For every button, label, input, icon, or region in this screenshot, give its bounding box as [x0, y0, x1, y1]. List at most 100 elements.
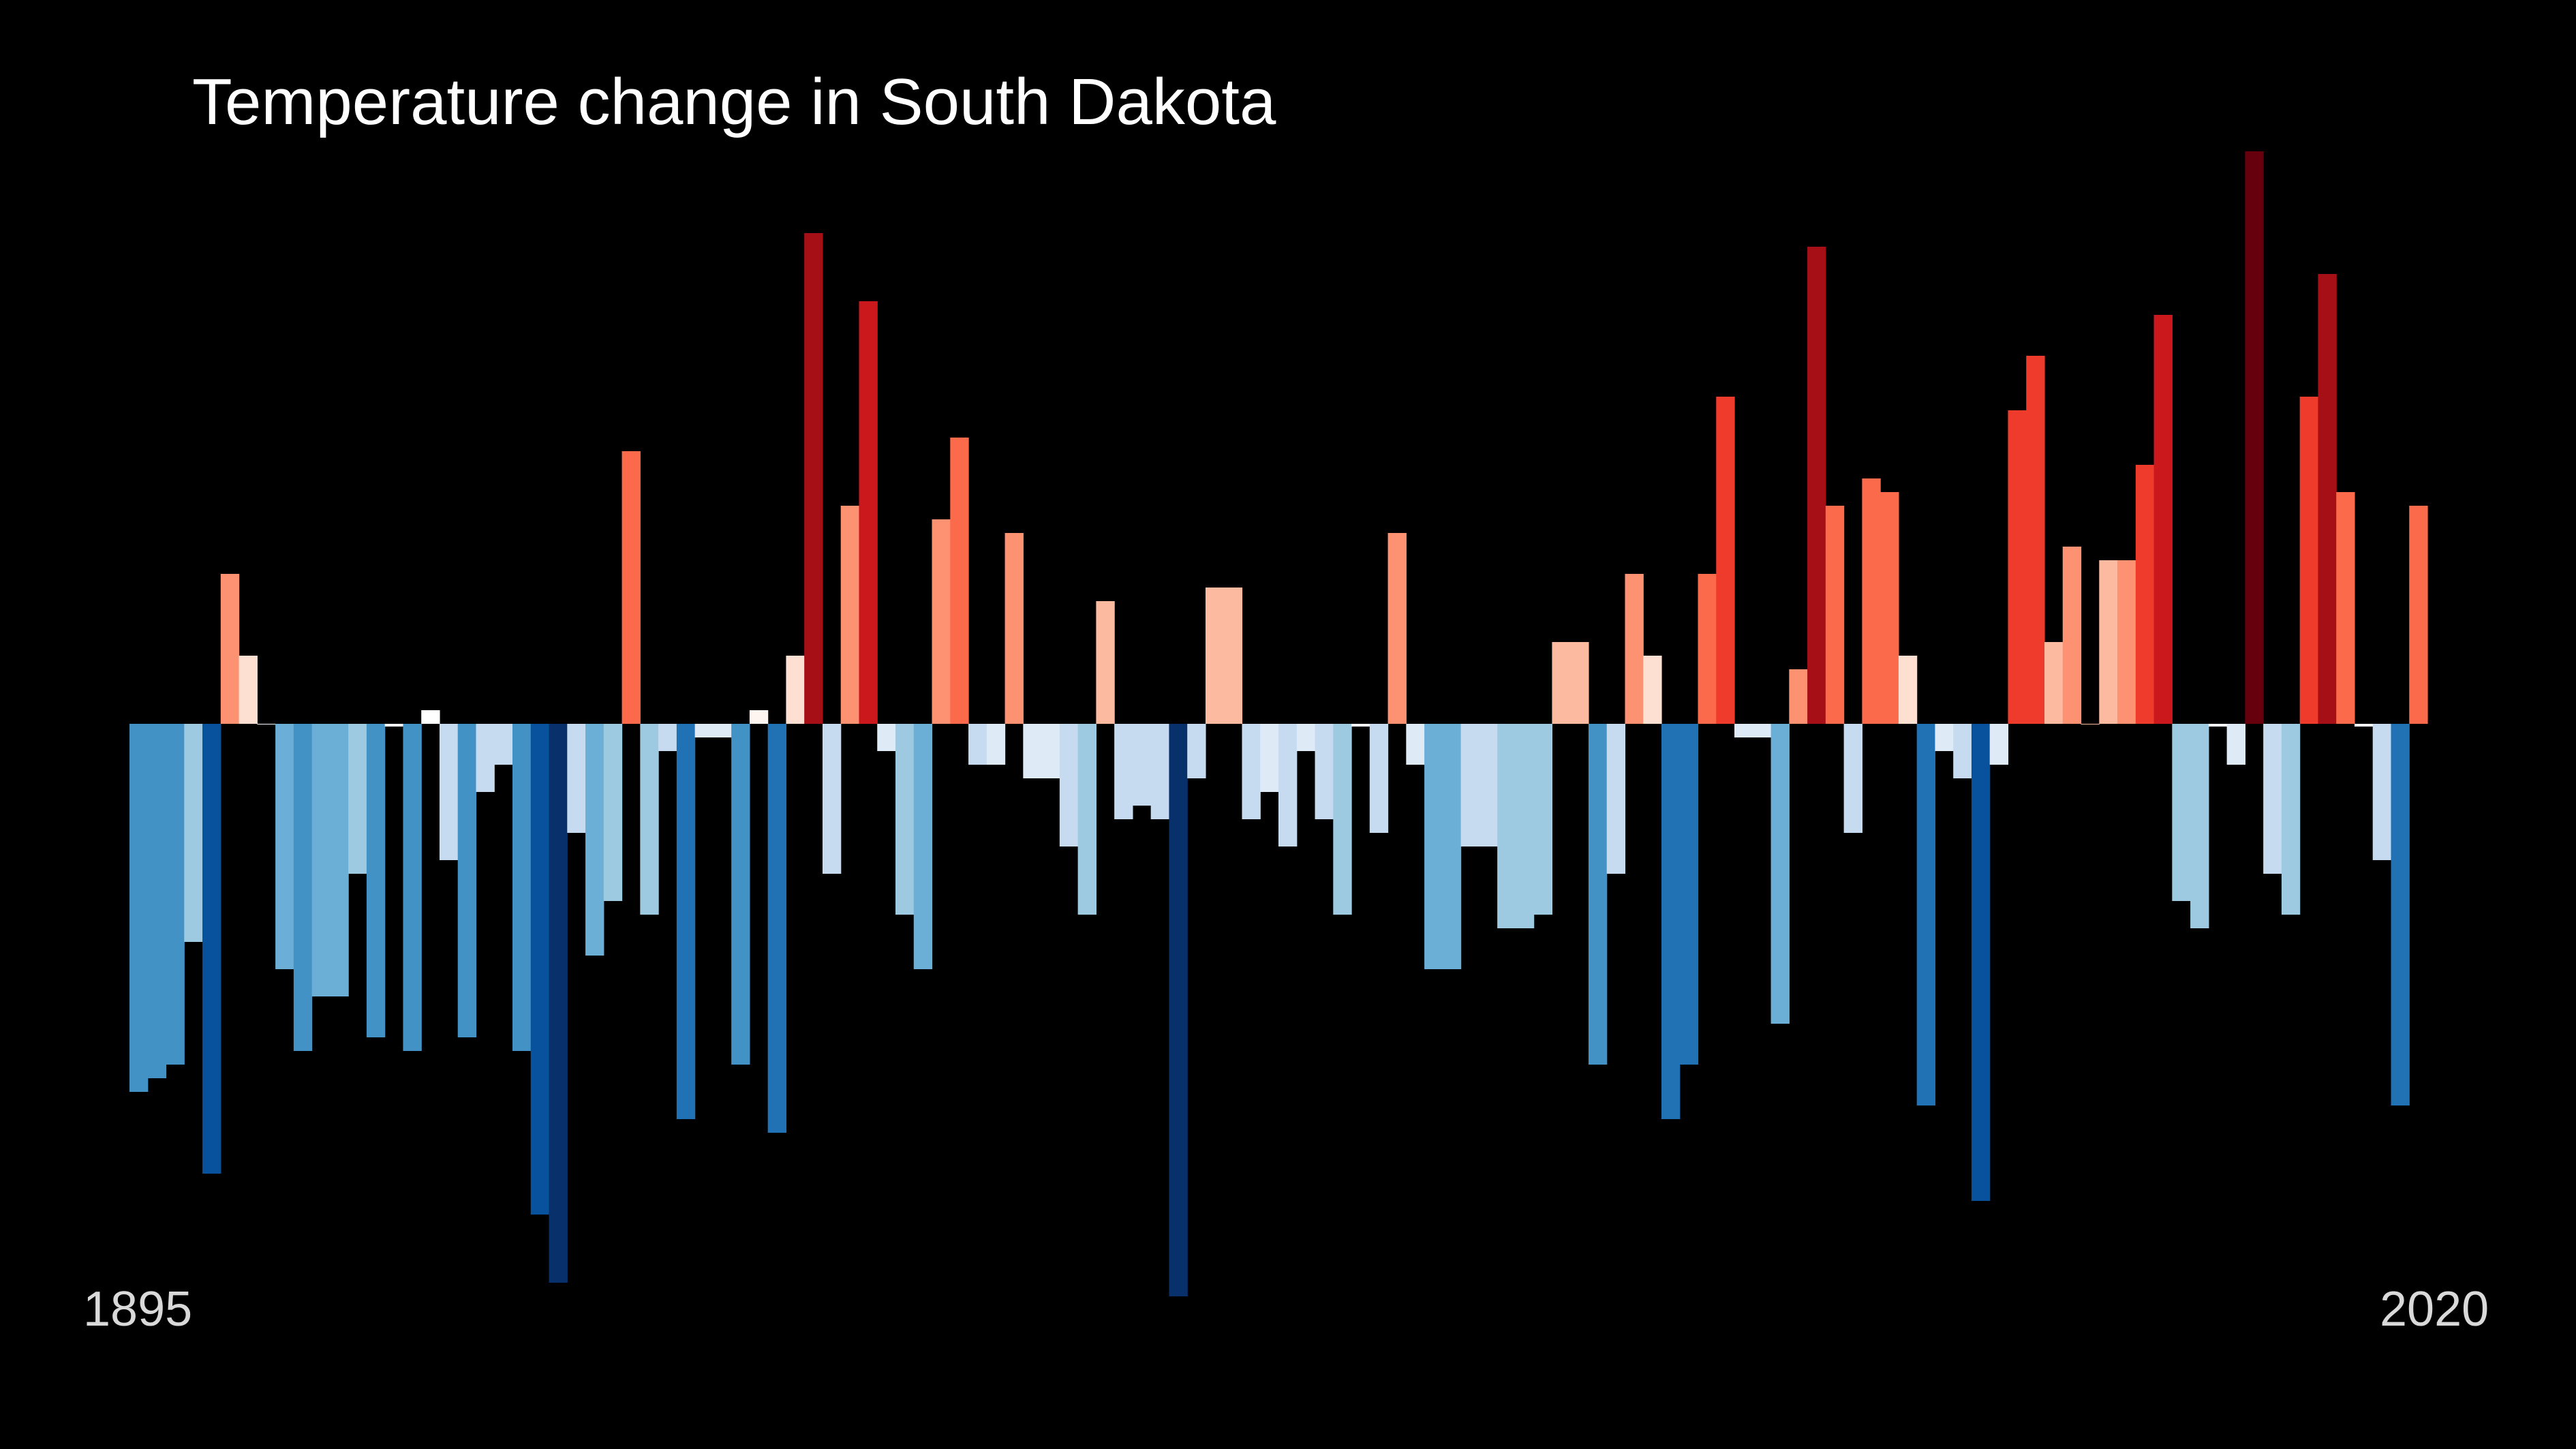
bar-1990: [1862, 478, 1881, 724]
bar-1938: [913, 724, 933, 969]
bar-1956: [1242, 724, 1261, 819]
bar-1958: [1278, 724, 1298, 846]
bar-1925: [676, 724, 696, 1119]
bar-1982: [1716, 397, 1735, 724]
bar-1998: [2008, 410, 2027, 724]
bar-1911: [421, 710, 440, 724]
bar-1926: [694, 724, 714, 737]
bar-1898: [184, 724, 203, 942]
bar-2008: [2190, 724, 2209, 928]
bar-2014: [2299, 397, 2319, 724]
bar-1971: [1515, 724, 1535, 928]
bar-1953: [1187, 724, 1206, 778]
bar-1984: [1752, 724, 1772, 737]
bar-1983: [1734, 724, 1753, 737]
bar-2005: [2135, 465, 2155, 724]
bar-1954: [1205, 588, 1225, 724]
bar-1896: [147, 724, 167, 1078]
bar-1920: [585, 724, 604, 956]
bar-1941: [968, 724, 987, 765]
bar-1918: [549, 724, 568, 1283]
x-axis-end-label: 2020: [2380, 1282, 2489, 1337]
bar-2012: [2263, 724, 2282, 874]
bar-1936: [877, 724, 896, 751]
bar-1930: [767, 724, 787, 1133]
bar-1962: [1351, 724, 1370, 727]
bar-1950: [1132, 724, 1152, 806]
bar-1988: [1825, 506, 1845, 724]
bar-2015: [2318, 274, 2337, 724]
bar-1979: [1661, 724, 1681, 1119]
bar-1897: [166, 724, 185, 1065]
bar-1986: [1789, 669, 1808, 724]
bar-1912: [439, 724, 459, 860]
bar-1959: [1296, 724, 1316, 751]
bar-1908: [366, 724, 386, 1037]
bar-1900: [220, 574, 240, 724]
bar-1985: [1770, 724, 1790, 1024]
bar-1970: [1497, 724, 1516, 928]
bar-1942: [986, 724, 1006, 765]
bar-1981: [1698, 574, 1717, 724]
bar-1949: [1114, 724, 1133, 819]
bar-1905: [311, 724, 331, 996]
bar-2001: [2062, 547, 2082, 724]
bars-group: [129, 151, 2428, 1296]
bar-1997: [1989, 724, 2009, 765]
bar-2013: [2281, 724, 2301, 915]
bar-2003: [2099, 560, 2118, 724]
bar-1975: [1588, 724, 1608, 1065]
bar-1924: [658, 724, 677, 751]
bar-1989: [1843, 724, 1862, 833]
bar-1904: [293, 724, 313, 1051]
bar-2020: [2409, 506, 2428, 724]
bar-2011: [2245, 151, 2264, 724]
bar-1910: [403, 724, 422, 1051]
bar-1967: [1442, 724, 1462, 969]
bar-1974: [1570, 642, 1589, 724]
chart-title: Temperature change in South Dakota: [192, 65, 1276, 138]
bar-2018: [2372, 724, 2392, 860]
bar-1933: [822, 724, 842, 874]
bar-2000: [2044, 642, 2064, 724]
bar-1901: [239, 656, 258, 724]
bar-2017: [2354, 724, 2374, 727]
bar-1895: [129, 724, 149, 1092]
bar-1995: [1953, 724, 1972, 778]
bar-1968: [1460, 724, 1479, 846]
bar-1965: [1406, 724, 1425, 765]
bar-1921: [603, 724, 623, 901]
bar-1961: [1333, 724, 1352, 915]
bar-1952: [1169, 724, 1188, 1296]
bar-1935: [859, 301, 878, 724]
bar-1948: [1096, 601, 1115, 724]
bar-1922: [622, 451, 641, 724]
bar-1944: [1023, 724, 1042, 778]
bar-2010: [2226, 724, 2245, 765]
bar-1919: [567, 724, 586, 833]
bar-1937: [895, 724, 915, 915]
bar-1978: [1643, 656, 1662, 724]
bar-1931: [786, 656, 805, 724]
bar-1993: [1916, 724, 1936, 1105]
bar-1992: [1898, 656, 1918, 724]
bar-1973: [1552, 642, 1571, 724]
bar-1927: [713, 724, 732, 737]
bar-1955: [1223, 588, 1243, 724]
bar-1913: [457, 724, 477, 1037]
bar-2016: [2336, 492, 2355, 724]
bar-1957: [1260, 724, 1279, 792]
bar-1947: [1077, 724, 1097, 915]
bar-1923: [640, 724, 659, 915]
bar-1917: [530, 724, 550, 1215]
bar-1996: [1971, 724, 1991, 1201]
bar-1994: [1935, 724, 1954, 751]
bar-1946: [1059, 724, 1079, 846]
bar-1960: [1315, 724, 1334, 819]
bar-1934: [840, 506, 860, 724]
bar-1969: [1479, 724, 1498, 846]
bar-1980: [1679, 724, 1699, 1065]
bar-1914: [476, 724, 495, 792]
bar-1929: [749, 710, 769, 724]
